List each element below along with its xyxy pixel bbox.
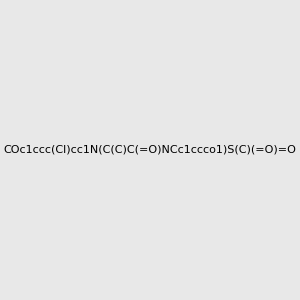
Text: COc1ccc(Cl)cc1N(C(C)C(=O)NCc1ccco1)S(C)(=O)=O: COc1ccc(Cl)cc1N(C(C)C(=O)NCc1ccco1)S(C)(… [4,145,296,155]
